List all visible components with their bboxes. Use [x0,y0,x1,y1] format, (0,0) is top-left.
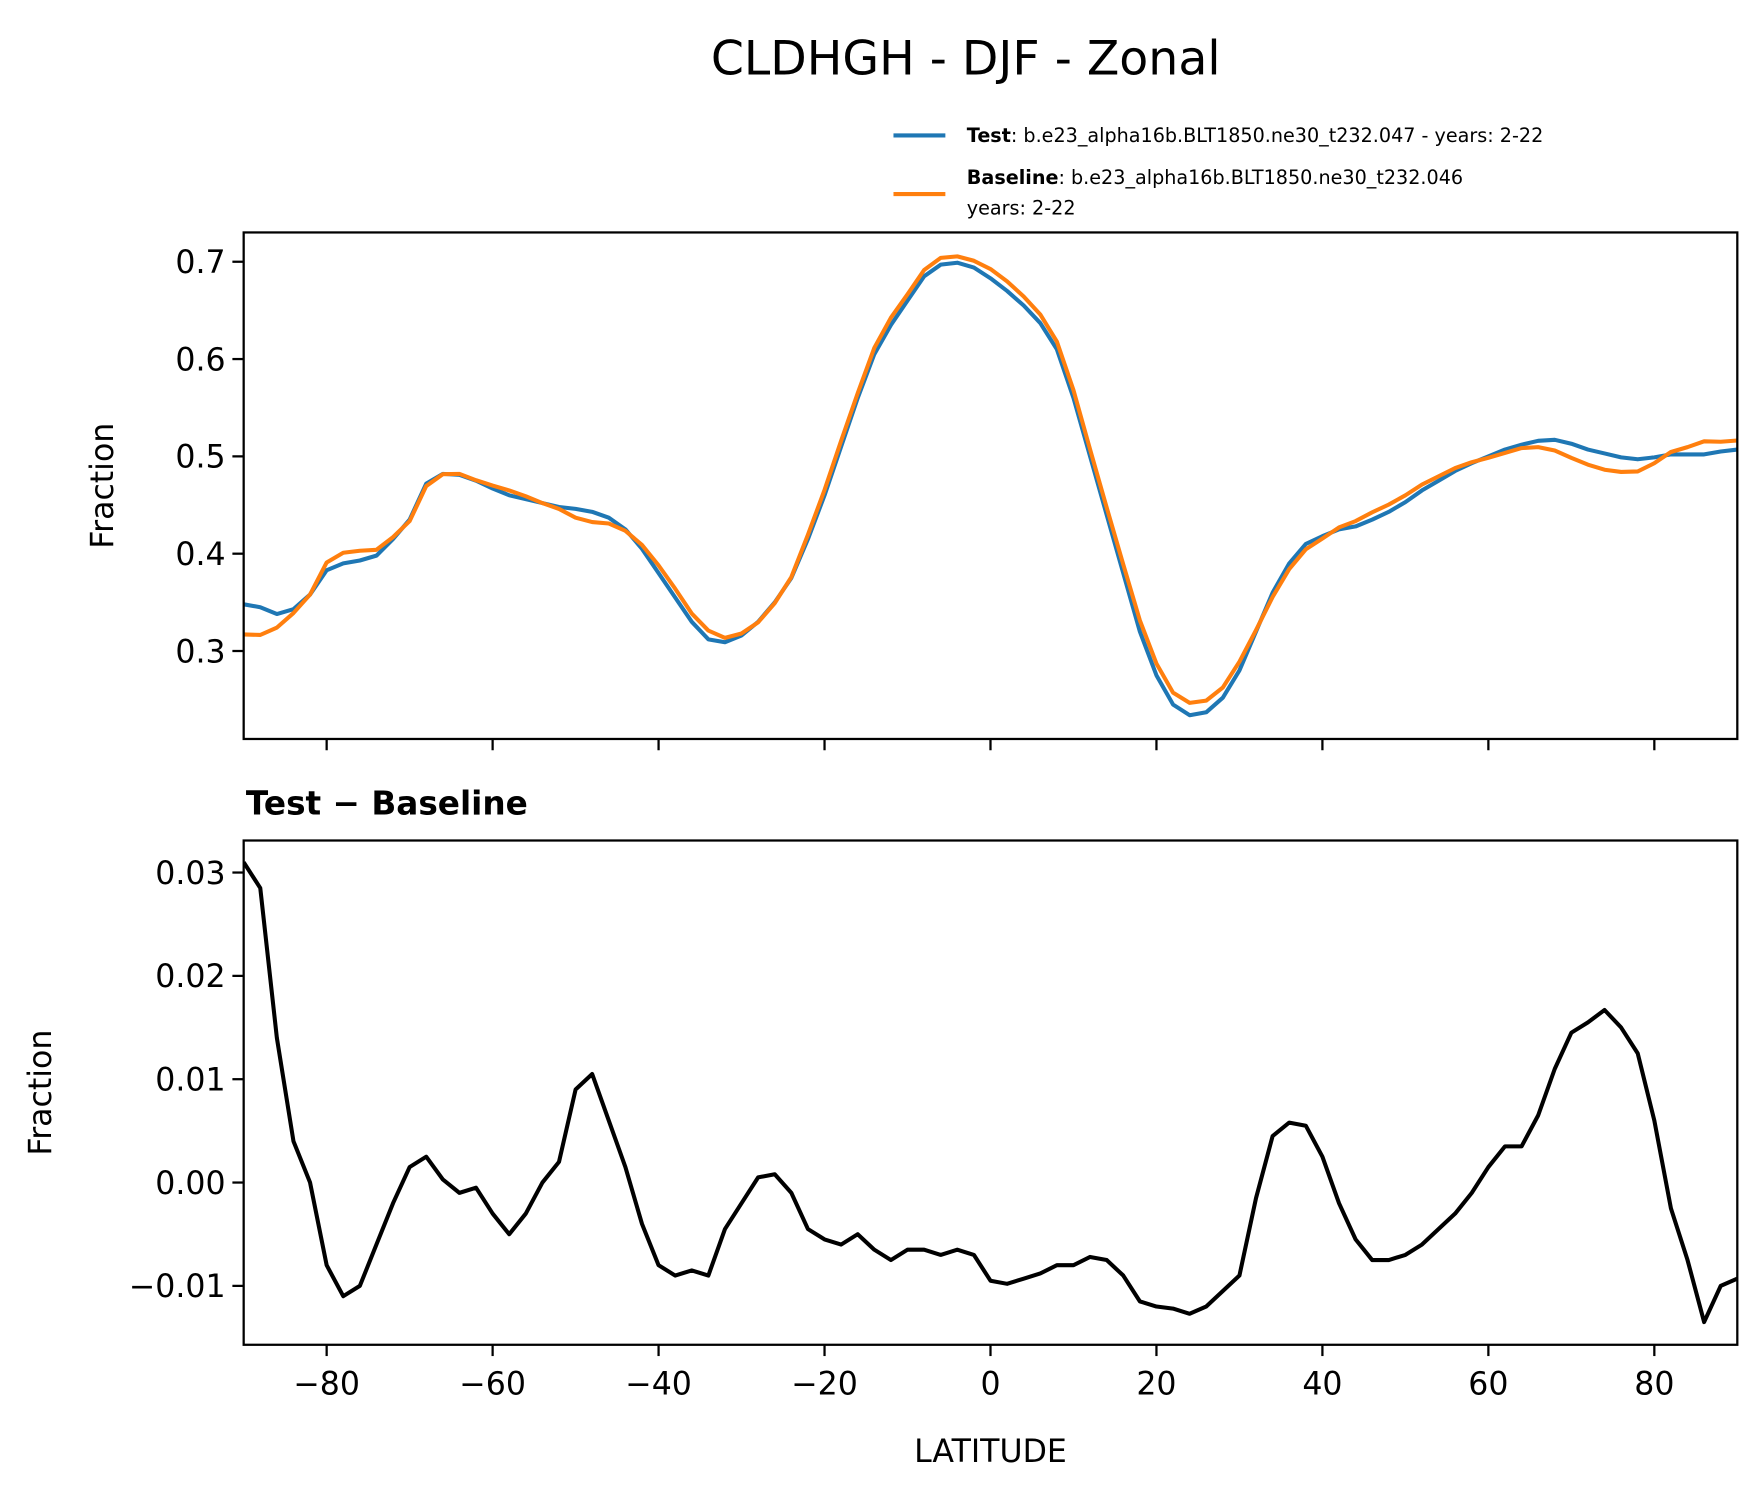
y-axis-label: Fraction [85,423,121,549]
y-tick-label: 0.00 [155,1166,225,1202]
data-line [243,254,1738,705]
x-tick-label: −20 [791,1366,858,1402]
y-tick-label: 0.7 [175,245,225,281]
legend-description: : b.e23_alpha16b.BLT1850.ne30_t232.047 -… [1011,124,1543,147]
x-tick-label: −80 [293,1366,360,1402]
y-tick-label: 0.3 [175,634,225,670]
x-tick-label: −60 [459,1366,526,1402]
y-tick-label: 0.02 [155,959,225,995]
x-tick-label: 40 [1302,1366,1342,1402]
x-tick-label: 80 [1634,1366,1674,1402]
y-tick-label: 0.5 [175,440,225,476]
axes-title: Test − Baseline [246,785,528,823]
legend-name: Baseline [967,166,1059,189]
legend-description: : b.e23_alpha16b.BLT1850.ne30_t232.046 [1058,166,1463,189]
x-tick-label: 0 [980,1366,1000,1402]
y-tick-label: −0.01 [129,1269,226,1305]
x-tick-label: 20 [1136,1366,1176,1402]
legend-label: Baseline: b.e23_alpha16b.BLT1850.ne30_t2… [967,166,1463,189]
axes-frame [242,839,1739,1346]
legend-name: Test [967,124,1011,147]
y-tick-label: 0.6 [175,342,225,378]
y-tick-label: 0.03 [155,856,225,892]
y-tick-label: 0.4 [175,537,225,573]
x-tick-label: −40 [625,1366,692,1402]
y-tick-label: 0.01 [155,1062,225,1098]
figure-title: CLDHGH - DJF - Zonal [711,32,1221,87]
axes-frame [242,231,1739,741]
legend-description: years: 2-22 [967,196,1076,219]
data-line [243,861,1738,1325]
y-axis-label: Fraction [23,1030,59,1156]
legend-label: Test: b.e23_alpha16b.BLT1850.ne30_t232.0… [967,124,1544,147]
x-axis-label: LATITUDE [914,1434,1067,1470]
x-tick-label: 60 [1468,1366,1508,1402]
